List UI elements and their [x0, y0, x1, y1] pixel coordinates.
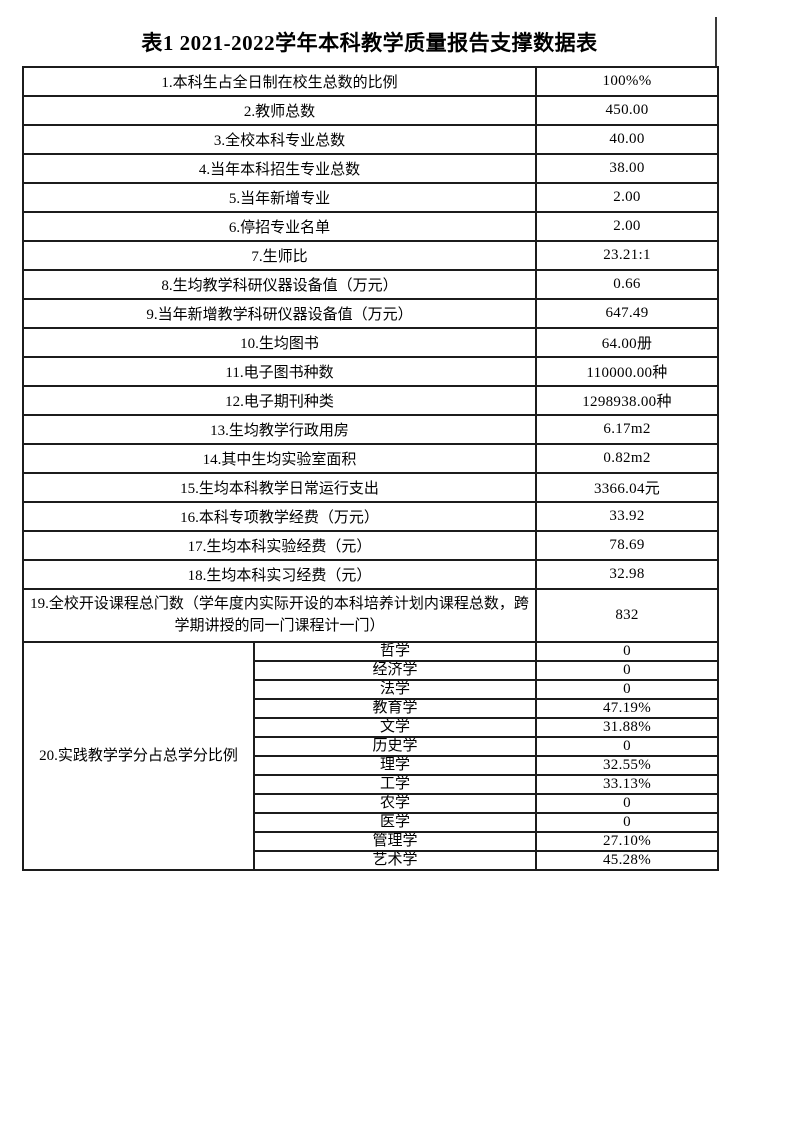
row-label: 19.全校开设课程总门数（学年度内实际开设的本科培养计划内课程总数，跨学期讲授的…: [21, 588, 538, 643]
row-label: 8.生均教学科研仪器设备值（万元）: [21, 269, 538, 300]
table-row: 5.当年新增专业 2.00: [21, 182, 720, 213]
row-value: 40.00: [535, 124, 720, 155]
row-value: 78.69: [535, 530, 720, 561]
sub-row: 管理学 27.10%: [23, 831, 720, 852]
table-row: 18.生均本科实习经费（元） 32.98: [21, 559, 720, 590]
right-margin-line: [715, 17, 717, 67]
sub-row-value: 47.19%: [535, 698, 720, 719]
row-label: 4.当年本科招生专业总数: [21, 153, 538, 184]
table-row: 2.教师总数 450.00: [21, 95, 720, 126]
row-value: 2.00: [535, 211, 720, 242]
sub-row: 历史学 0: [23, 736, 720, 757]
sub-row-value: 0: [535, 679, 720, 700]
row-label: 9.当年新增教学科研仪器设备值（万元）: [21, 298, 538, 329]
table-row: 13.生均教学行政用房 6.17m2: [21, 414, 720, 445]
row-value: 0.66: [535, 269, 720, 300]
sub-row: 工学 33.13%: [23, 774, 720, 795]
sub-row-value: 33.13%: [535, 774, 720, 795]
sub-row-value: 0: [535, 793, 720, 814]
sub-row-label: 哲学: [252, 641, 538, 662]
row-label: 10.生均图书: [21, 327, 538, 358]
row-value: 100%%: [535, 66, 720, 97]
table-row: 9.当年新增教学科研仪器设备值（万元） 647.49: [21, 298, 720, 329]
table-row: 4.当年本科招生专业总数 38.00: [21, 153, 720, 184]
row-label: 13.生均教学行政用房: [21, 414, 538, 445]
row-label: 5.当年新增专业: [21, 182, 538, 213]
row-label: 7.生师比: [21, 240, 538, 271]
sub-row-value: 27.10%: [535, 831, 720, 852]
row-value: 32.98: [535, 559, 720, 590]
sub-row-value: 31.88%: [535, 717, 720, 738]
row-value: 38.00: [535, 153, 720, 184]
sub-row-label: 法学: [252, 679, 538, 700]
sub-row: 文学 31.88%: [23, 717, 720, 738]
sub-row-label: 文学: [252, 717, 538, 738]
table-row: 11.电子图书种数 110000.00种: [21, 356, 720, 387]
table-row: 12.电子期刊种类 1298938.00种: [21, 385, 720, 416]
data-table: 1.本科生占全日制在校生总数的比例 100%% 2.教师总数 450.00 3.全校本科…: [21, 66, 720, 871]
row-value: 1298938.00种: [535, 385, 720, 416]
sub-row: 教育学 47.19%: [23, 698, 720, 719]
sub-row-value: 45.28%: [535, 850, 720, 871]
row-value: 0.82m2: [535, 443, 720, 474]
row-value: 2.00: [535, 182, 720, 213]
sub-row: 20.实践教学学分占总学分比例 哲学 0: [22, 641, 720, 871]
row-value: 647.49: [535, 298, 720, 329]
sub-row-label: 理学: [252, 755, 538, 776]
row-label: 2.教师总数: [21, 95, 538, 126]
sub-row-label: 历史学: [252, 736, 538, 757]
table-row: 14.其中生均实验室面积 0.82m2: [21, 443, 720, 474]
sub-row-value: 0: [535, 812, 720, 833]
sub-row-label: 工学: [252, 774, 538, 795]
table-row: 19.全校开设课程总门数（学年度内实际开设的本科培养计划内课程总数，跨学期讲授的…: [21, 588, 720, 643]
sub-row-label: 教育学: [252, 698, 538, 719]
sub-row: 法学 0: [23, 679, 720, 700]
sub-row: 经济学 0: [23, 660, 720, 681]
table-row: 6.停招专业名单 2.00: [21, 211, 720, 242]
sub-row-value: 0: [535, 736, 720, 757]
row-label: 18.生均本科实习经费（元）: [21, 559, 538, 590]
row-label: 11.电子图书种数: [21, 356, 538, 387]
table-row: 17.生均本科实验经费（元） 78.69: [21, 530, 720, 561]
row-label: 14.其中生均实验室面积: [21, 443, 538, 474]
sub-row-label: 农学: [252, 793, 538, 814]
table-row: 1.本科生占全日制在校生总数的比例 100%%: [21, 66, 720, 97]
table-row: 3.全校本科专业总数 40.00: [21, 124, 720, 155]
row-value: 3366.04元: [535, 472, 720, 503]
row-label: 17.生均本科实验经费（元）: [21, 530, 538, 561]
row-label: 16.本科专项教学经费（万元）: [21, 501, 538, 532]
table-row: 8.生均教学科研仪器设备值（万元） 0.66: [21, 269, 720, 300]
row-label: 12.电子期刊种类: [21, 385, 538, 416]
table-row: 16.本科专项教学经费（万元） 33.92: [21, 501, 720, 532]
row-value: 450.00: [535, 95, 720, 126]
table-row: 10.生均图书 64.00册: [21, 327, 720, 358]
sub-row: 医学 0: [23, 812, 720, 833]
row-value: 23.21:1: [535, 240, 720, 271]
sub-row-label: 经济学: [252, 660, 538, 681]
sub-row-label: 医学: [252, 812, 538, 833]
sub-row: 艺术学 45.28%: [23, 850, 720, 871]
table-row: 7.生师比 23.21:1: [21, 240, 720, 271]
sub-row-label: 艺术学: [252, 850, 538, 871]
row-label: 1.本科生占全日制在校生总数的比例: [21, 66, 538, 97]
table-row: 15.生均本科教学日常运行支出 3366.04元: [21, 472, 720, 503]
sub-row: 农学 0: [23, 793, 720, 814]
sub-row-value: 32.55%: [535, 755, 720, 776]
row-value: 110000.00种: [535, 356, 720, 387]
row-value: 832: [535, 588, 720, 643]
row-value: 64.00册: [535, 327, 720, 358]
row-value: 33.92: [535, 501, 720, 532]
sub-row: 理学 32.55%: [23, 755, 720, 776]
row-label: 3.全校本科专业总数: [21, 124, 538, 155]
page-title: 表1 2021-2022学年本科教学质量报告支撑数据表: [141, 31, 598, 55]
row-value: 6.17m2: [535, 414, 720, 445]
row-label: 15.生均本科教学日常运行支出: [21, 472, 538, 503]
sub-row-label: 管理学: [252, 831, 538, 852]
row-label: 6.停招专业名单: [21, 211, 538, 242]
sub-row-value: 0: [535, 660, 720, 681]
table-body: 1.本科生占全日制在校生总数的比例 100%% 2.教师总数 450.00 3.全校本科…: [21, 66, 720, 871]
group-row-label: 20.实践教学学分占总学分比例: [22, 641, 255, 871]
sub-row-value: 0: [535, 641, 720, 662]
